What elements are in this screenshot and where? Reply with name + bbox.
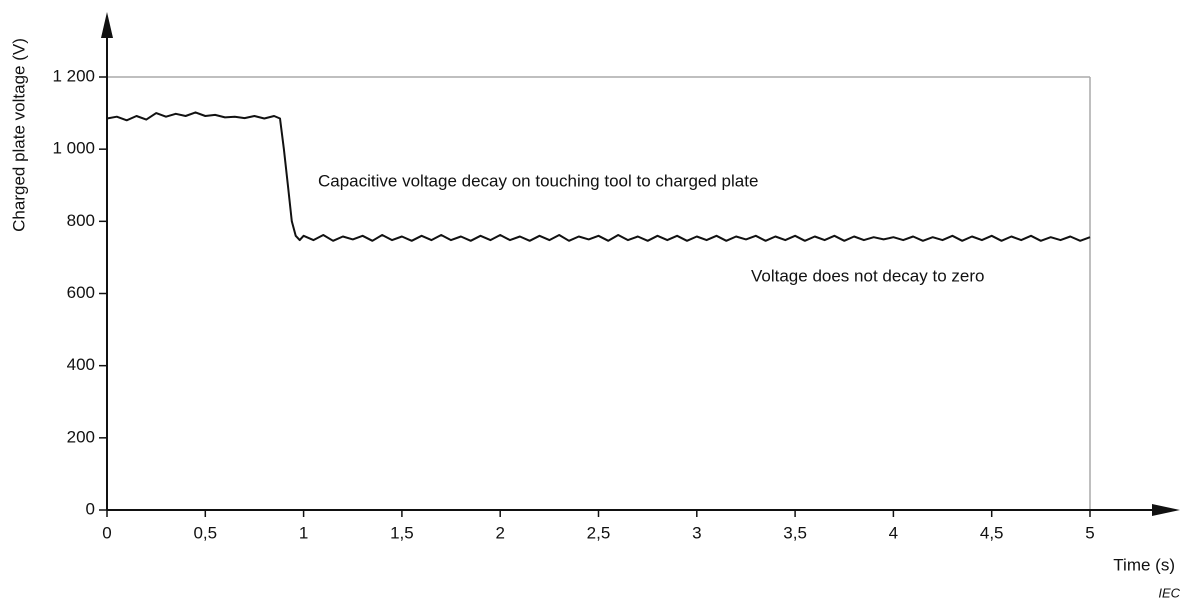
y-tick-label: 200 — [67, 427, 95, 446]
x-tick-label: 0 — [102, 523, 111, 542]
y-axis-arrow — [101, 12, 113, 38]
x-tick-label: 1,5 — [390, 523, 414, 542]
y-axis-label: Charged plate voltage (V) — [9, 38, 28, 232]
y-tick-label: 1 000 — [52, 139, 95, 158]
y-tick-label: 1 200 — [52, 66, 95, 85]
x-tick-label: 2 — [495, 523, 504, 542]
source: IEC — [1158, 585, 1180, 600]
x-tick-label: 2,5 — [587, 523, 611, 542]
x-axis-arrow — [1152, 504, 1180, 516]
x-axis-label: Time (s) — [1113, 555, 1175, 574]
data-line — [106, 111, 1091, 242]
y-tick-label: 800 — [67, 211, 95, 230]
x-tick-label: 3 — [692, 523, 701, 542]
annotation: Capacitive voltage decay on touching too… — [318, 171, 758, 190]
y-tick-label: 600 — [67, 283, 95, 302]
x-tick-label: 0,5 — [193, 523, 217, 542]
y-tick-label: 0 — [86, 499, 95, 518]
x-tick-label: 3,5 — [783, 523, 807, 542]
x-tick-label: 1 — [299, 523, 308, 542]
y-tick-label: 400 — [67, 355, 95, 374]
x-tick-label: 5 — [1085, 523, 1094, 542]
x-tick-label: 4 — [889, 523, 898, 542]
x-tick-label: 4,5 — [980, 523, 1004, 542]
annotation: Voltage does not decay to zero — [751, 266, 984, 285]
